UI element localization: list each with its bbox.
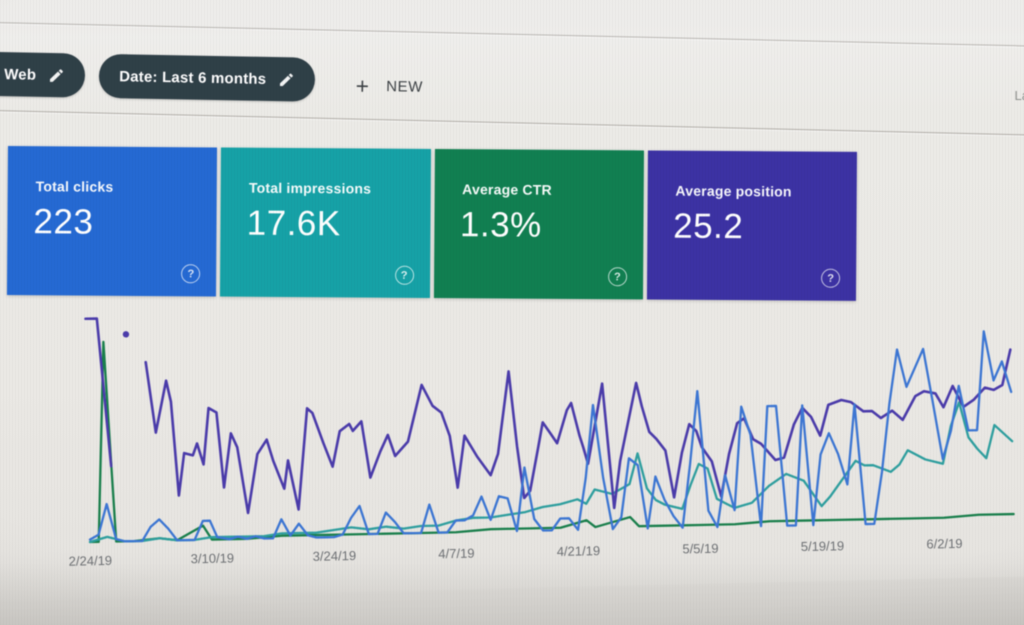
clipped-status-text: La [1014,88,1024,103]
metric-card-total-impressions[interactable]: Total impressions 17.6K ? [220,147,431,298]
metric-cards-row: Total clicks 223 ? Total impressions 17.… [6,146,857,301]
performance-chart-svg[interactable] [52,281,1022,552]
pencil-icon[interactable] [278,71,295,88]
x-axis-tick-label: 4/21/19 [556,543,601,559]
metric-card-average-position[interactable]: Average position 25.2 ? [646,150,857,301]
metric-card-label: Average position [675,182,792,200]
x-axis-tick-label: 2/24/19 [68,552,113,569]
metric-card-value: 25.2 [673,206,744,247]
data-point-average-position [122,331,130,338]
metric-card-value: 223 [33,202,94,242]
filter-chip-date[interactable]: Date: Last 6 months [98,53,316,102]
filter-chip-search-type-label: type: Web [0,65,37,84]
metric-card-label: Total impressions [248,179,372,197]
metric-card-value: 17.6K [246,203,341,244]
filter-bar: type: Web Date: Last 6 months NEW [0,51,431,104]
help-icon[interactable]: ? [394,265,414,285]
filter-chip-search-type[interactable]: type: Web [0,51,86,98]
series-line-total-clicks [88,330,1013,543]
metric-card-label: Average CTR [462,181,552,198]
metric-card-label: Total clicks [35,178,114,195]
top-divider [0,22,1024,48]
help-icon[interactable]: ? [607,267,627,287]
x-axis-tick-label: 5/19/19 [800,538,845,555]
x-axis-tick-label: 5/5/19 [682,540,719,557]
help-icon[interactable]: ? [821,268,841,288]
metric-card-average-ctr[interactable]: Average CTR 1.3% ? [433,148,644,300]
new-filter-button-label: NEW [386,77,424,96]
help-icon[interactable]: ? [181,264,201,284]
plus-icon [353,76,372,95]
series-line-average-position [144,348,1012,515]
x-axis-tick-label: 4/7/19 [438,545,475,562]
metric-card-total-clicks[interactable]: Total clicks 223 ? [6,146,218,297]
cards-divider [0,110,1024,137]
performance-chart[interactable]: 2/24/19 3/10/19 3/24/19 4/7/19 4/21/19 5/5/19… [52,281,1023,585]
metric-card-value: 1.3% [459,205,542,245]
pencil-icon[interactable] [48,66,65,83]
series-line-average-position [84,317,113,468]
filter-chip-date-label: Date: Last 6 months [119,67,267,88]
x-axis-tick-label: 3/10/19 [190,550,235,567]
x-axis-tick-label: 6/2/19 [926,535,963,552]
series-line-total-impressions [88,401,1014,544]
x-axis-tick-label: 3/24/19 [312,547,357,564]
new-filter-button[interactable]: NEW [345,70,431,103]
